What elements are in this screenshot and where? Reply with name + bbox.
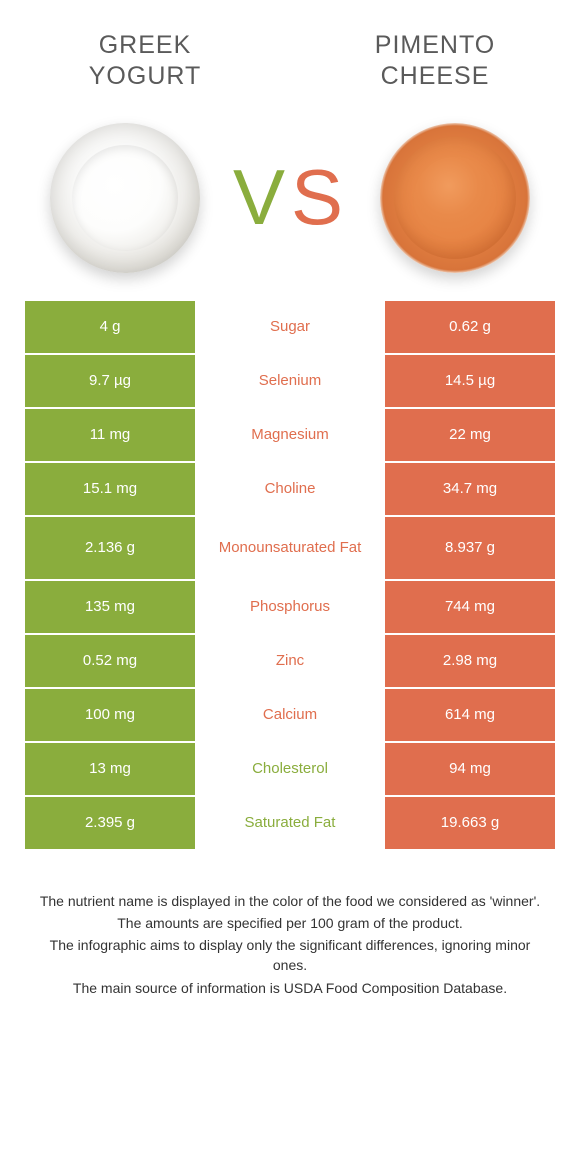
- left-value: 135 mg: [25, 581, 195, 635]
- left-value: 4 g: [25, 301, 195, 355]
- table-row: 0.52 mgZinc2.98 mg: [25, 635, 555, 689]
- right-food-title: PIMENTO CHEESE: [350, 30, 520, 93]
- left-value: 11 mg: [25, 409, 195, 463]
- left-value: 13 mg: [25, 743, 195, 797]
- nutrient-label: Phosphorus: [195, 581, 385, 635]
- footnotes: The nutrient name is displayed in the co…: [20, 891, 560, 998]
- left-value: 2.395 g: [25, 797, 195, 851]
- left-value: 0.52 mg: [25, 635, 195, 689]
- left-food-title: GREEK YOGURT: [60, 30, 230, 93]
- vs-label: VS: [233, 152, 347, 243]
- right-value: 14.5 µg: [385, 355, 555, 409]
- pimento-cheese-image: [380, 123, 530, 273]
- table-row: 15.1 mgCholine34.7 mg: [25, 463, 555, 517]
- table-row: 100 mgCalcium614 mg: [25, 689, 555, 743]
- left-value: 2.136 g: [25, 517, 195, 581]
- right-value: 94 mg: [385, 743, 555, 797]
- table-row: 13 mgCholesterol94 mg: [25, 743, 555, 797]
- left-value: 15.1 mg: [25, 463, 195, 517]
- left-value: 100 mg: [25, 689, 195, 743]
- table-row: 4 gSugar0.62 g: [25, 301, 555, 355]
- vs-v-letter: V: [233, 152, 289, 243]
- table-row: 135 mgPhosphorus744 mg: [25, 581, 555, 635]
- greek-yogurt-image: [50, 123, 200, 273]
- nutrient-label: Sugar: [195, 301, 385, 355]
- footnote-line: The infographic aims to display only the…: [38, 935, 542, 976]
- header: GREEK YOGURT PIMENTO CHEESE: [20, 30, 560, 93]
- nutrient-label: Choline: [195, 463, 385, 517]
- table-row: 11 mgMagnesium22 mg: [25, 409, 555, 463]
- table-row: 2.395 gSaturated Fat19.663 g: [25, 797, 555, 851]
- nutrient-label: Cholesterol: [195, 743, 385, 797]
- right-value: 614 mg: [385, 689, 555, 743]
- right-value: 34.7 mg: [385, 463, 555, 517]
- footnote-line: The nutrient name is displayed in the co…: [38, 891, 542, 911]
- table-row: 9.7 µgSelenium14.5 µg: [25, 355, 555, 409]
- right-value: 744 mg: [385, 581, 555, 635]
- nutrient-label: Saturated Fat: [195, 797, 385, 851]
- right-value: 2.98 mg: [385, 635, 555, 689]
- nutrient-label: Magnesium: [195, 409, 385, 463]
- nutrient-label: Selenium: [195, 355, 385, 409]
- footnote-line: The main source of information is USDA F…: [38, 978, 542, 998]
- nutrient-label: Zinc: [195, 635, 385, 689]
- right-value: 19.663 g: [385, 797, 555, 851]
- right-value: 22 mg: [385, 409, 555, 463]
- footnote-line: The amounts are specified per 100 gram o…: [38, 913, 542, 933]
- right-value: 8.937 g: [385, 517, 555, 581]
- left-value: 9.7 µg: [25, 355, 195, 409]
- vs-s-letter: S: [291, 152, 347, 243]
- nutrient-label: Calcium: [195, 689, 385, 743]
- nutrient-label: Monounsaturated Fat: [195, 517, 385, 581]
- table-row: 2.136 gMonounsaturated Fat8.937 g: [25, 517, 555, 581]
- nutrient-table: 4 gSugar0.62 g9.7 µgSelenium14.5 µg11 mg…: [25, 301, 555, 851]
- right-value: 0.62 g: [385, 301, 555, 355]
- images-row: VS: [20, 123, 560, 273]
